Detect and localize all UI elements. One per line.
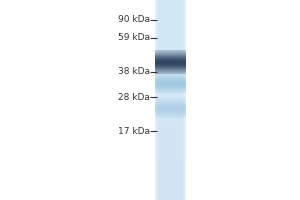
Text: 28 kDa: 28 kDa xyxy=(118,92,150,102)
Text: 59 kDa: 59 kDa xyxy=(118,33,150,43)
Text: 90 kDa: 90 kDa xyxy=(118,16,150,24)
Text: 17 kDa: 17 kDa xyxy=(118,127,150,136)
Text: 38 kDa: 38 kDa xyxy=(118,68,150,76)
